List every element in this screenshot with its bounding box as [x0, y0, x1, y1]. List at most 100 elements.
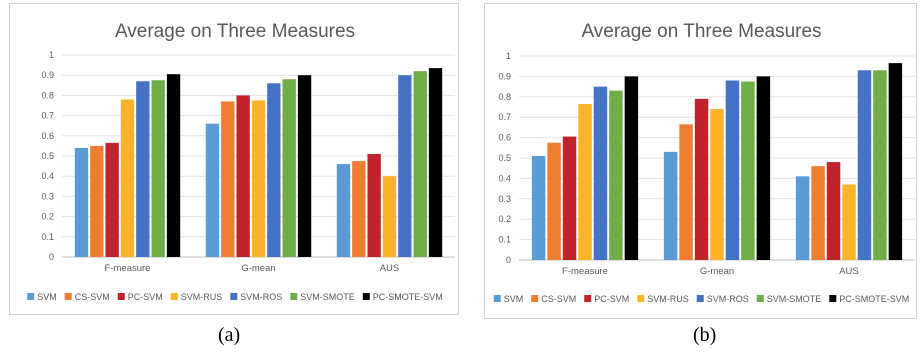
bar-svm-rus: [251, 100, 266, 257]
y-tick-label: 0.1: [41, 232, 54, 242]
legend-swatch: [584, 295, 592, 302]
y-tick-label: 0: [49, 252, 54, 262]
bar-pc-smote-svm: [624, 76, 639, 261]
bar-pc-svm: [105, 142, 119, 257]
y-tick-label: 0.8: [41, 90, 54, 100]
y-tick-label: 0.7: [498, 112, 511, 122]
bar-pc-smote-svm: [888, 63, 903, 260]
bar-svm: [663, 151, 678, 260]
x-tick-label: AUS: [839, 266, 859, 277]
y-tick-label: 0.6: [41, 131, 54, 141]
x-tick-label: F-measure: [562, 266, 608, 277]
legend-swatch: [493, 295, 501, 302]
legend: SVM CS-SVM PC-SVM SVM-RUS SVM-ROS SVM-SMOTE PC…: [27, 292, 443, 302]
bar-cs-svm: [221, 101, 235, 258]
bar-pc-svm: [367, 153, 381, 257]
bar-svm-ros: [857, 70, 872, 260]
bar-svm: [205, 123, 220, 258]
bar-pc-smote-svm: [166, 74, 181, 257]
figure-caption-a: (a): [218, 324, 241, 346]
legend-swatch: [362, 293, 370, 300]
chart-title: Average on Three Measures: [581, 21, 821, 42]
bar-svm: [531, 155, 546, 260]
bar-svm-ros: [136, 81, 150, 257]
y-tick-label: 0: [506, 255, 511, 265]
bar-cs-svm: [547, 142, 561, 260]
figure-caption-b: (b): [693, 324, 717, 346]
bar-svm-rus: [120, 99, 135, 257]
bar-svm-ros: [267, 83, 281, 257]
bar-svm-smote: [741, 81, 755, 260]
y-tick-label: 0.3: [498, 194, 511, 204]
chart-title: Average on Three Measures: [115, 21, 355, 42]
y-tick-label: 0.5: [41, 151, 54, 161]
legend-label: SVM-ROS: [240, 292, 282, 302]
bar-pc-svm: [236, 95, 250, 258]
y-tick-label: 0.4: [41, 171, 54, 181]
chart-panel-a: Average on Three Measures 0 0.1 0.2 0.3 0.4 0.…: [9, 3, 459, 315]
legend-label: PC-SVM: [128, 292, 163, 302]
legend-label: SVM: [37, 292, 57, 302]
y-tick-label: 0.6: [498, 133, 511, 143]
legend-label: SVM: [504, 294, 524, 304]
y-tick-label: 0.4: [498, 173, 511, 183]
x-tick-label: G-mean: [241, 263, 275, 274]
legend-swatch: [696, 295, 704, 302]
bar-svm-smote: [413, 71, 427, 257]
bar-svm-rus: [578, 103, 592, 260]
legend: SVM CS-SVM PC-SVM SVM-RUS SVM-ROS SVM-SMOTE PC…: [493, 294, 909, 304]
bar-svm-smote: [282, 79, 296, 258]
y-tick-label: 1: [49, 50, 54, 60]
x-tick-label: G-mean: [700, 266, 734, 277]
bar-svm-ros: [398, 75, 412, 257]
legend-label: PC-SMOTE-SVM: [373, 292, 443, 302]
bar-svm-ros: [593, 86, 608, 260]
legend-swatch: [230, 293, 238, 300]
legend-swatch: [756, 295, 764, 302]
legend-label: PC-SMOTE-SVM: [839, 294, 909, 304]
bar-svm-rus: [710, 109, 724, 260]
bar-cs-svm: [811, 166, 825, 260]
bar-pc-smote-svm: [428, 68, 443, 257]
bar-chart-b: Average on Three Measures 0 0.1 0.2 0.3 0.4 0.…: [493, 21, 915, 304]
bar-svm-smote: [151, 80, 165, 257]
y-tick-label: 1: [506, 51, 511, 61]
legend-swatch: [531, 295, 539, 302]
y-tick-label: 0.9: [498, 71, 511, 81]
legend-label: SVM-ROS: [707, 294, 749, 304]
x-tick-label: F-measure: [105, 263, 151, 274]
legend-label: SVM-RUS: [181, 292, 223, 302]
bar-chart-a: Average on Three Measures 0 0.1 0.2 0.3 0.4 0.…: [27, 21, 455, 302]
bar-pc-smote-svm: [756, 76, 771, 261]
y-tick-label: 0.2: [41, 212, 54, 222]
legend-swatch: [637, 295, 645, 302]
y-tick-label: 0.3: [41, 191, 54, 201]
chart-panel-b: Average on Three Measures 0 0.1 0.2 0.3 0.4 0.…: [484, 3, 917, 319]
bar-svm-ros: [725, 80, 740, 260]
legend-label: PC-SVM: [594, 294, 629, 304]
bar-svm-smote: [873, 70, 887, 260]
bar-svm-rus: [842, 184, 856, 260]
legend-swatch: [27, 293, 35, 300]
legend-label: SVM-SMOTE: [767, 294, 822, 304]
legend-swatch: [829, 295, 837, 302]
bar-cs-svm: [90, 145, 104, 257]
bar-pc-svm: [826, 162, 841, 260]
bar-cs-svm: [352, 161, 366, 257]
bar-pc-smote-svm: [297, 75, 312, 257]
legend-label: SVM-SMOTE: [300, 292, 355, 302]
y-tick-label: 0.7: [41, 111, 54, 121]
bar-svm-smote: [609, 90, 623, 261]
legend-swatch: [290, 293, 298, 300]
bar-pc-svm: [562, 136, 577, 260]
legend-swatch: [64, 293, 72, 300]
bar-pc-svm: [694, 98, 709, 260]
y-tick-label: 0.2: [498, 214, 511, 224]
y-tick-label: 0.9: [41, 70, 54, 80]
bar-svm: [336, 164, 351, 257]
y-tick-label: 0.5: [498, 153, 511, 163]
legend-label: SVM-RUS: [647, 294, 689, 304]
legend-label: CS-SVM: [541, 294, 576, 304]
legend-swatch: [117, 293, 125, 300]
y-tick-label: 0.1: [498, 235, 511, 245]
